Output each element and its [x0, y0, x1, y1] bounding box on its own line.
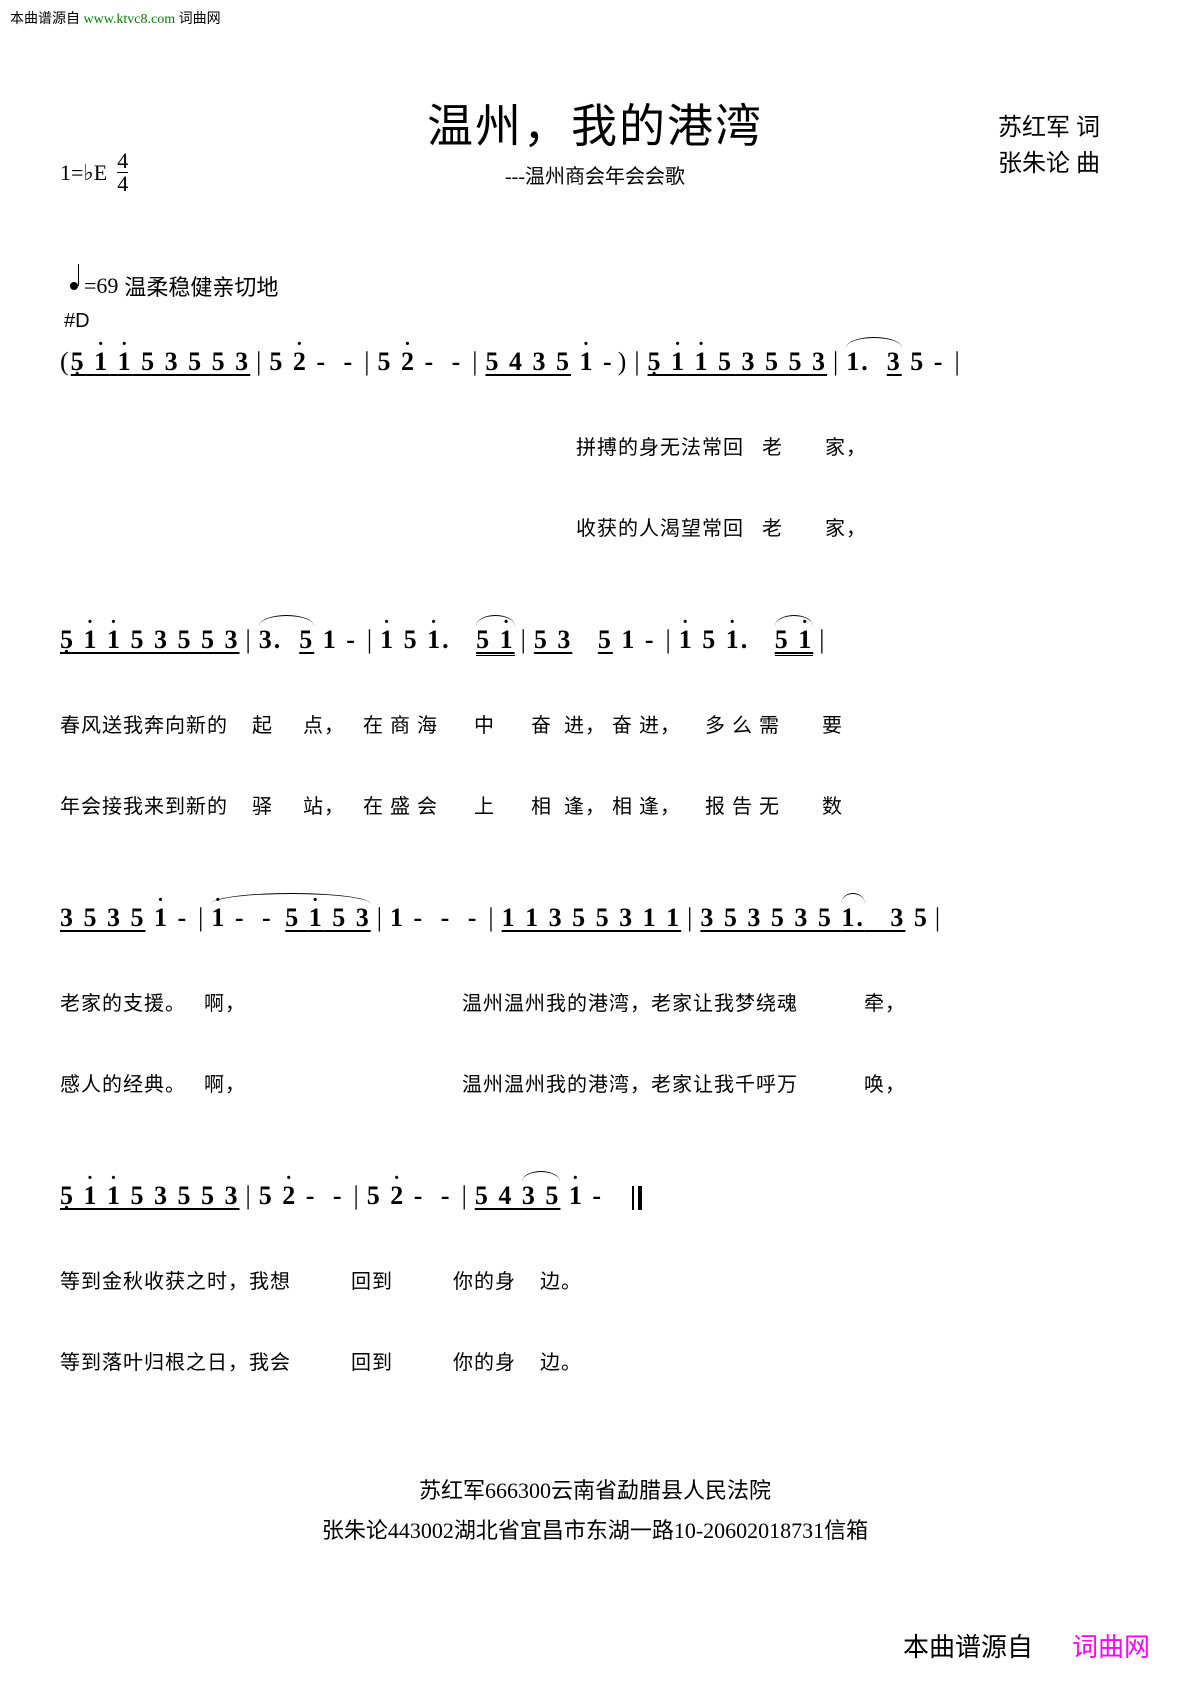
- title-block: 温州，我的港湾 ---温州商会年会会歌: [60, 90, 1130, 189]
- watermark-bottom: 本曲谱源自 词曲网: [903, 1627, 1150, 1664]
- tempo-marking: =69 温柔稳健亲切地: [70, 270, 1130, 302]
- system-4: 5 1 1 5 3 5 5 3|5 2 - -|5 2 - -|5 4 3 5 …: [60, 1181, 1130, 1431]
- quarter-note-icon: [70, 282, 78, 290]
- lyricist: 苏红军 词: [998, 110, 1100, 146]
- watermark-bottom-prefix: 本曲谱源自: [903, 1633, 1033, 1662]
- watermark-url: www.ktvc8.com: [84, 12, 176, 27]
- notation-line: 5 1 1 5 3 5 5 3|5 2 - -|5 2 - -|5 4 3 5 …: [60, 1181, 1130, 1211]
- lyrics-block: 老家的支援。 啊， 温州温州我的港湾，老家让我梦绕魂 牵， 感人的经典。 啊， …: [60, 937, 1130, 1153]
- notation-line: 5 1 1 5 3 5 5 3|3. 5 1 -|1 5 1. 5 1|5 3 …: [60, 625, 1130, 655]
- watermark-suffix: 词曲网: [175, 12, 221, 27]
- system-2: 5 1 1 5 3 5 5 3|3. 5 1 -|1 5 1. 5 1|5 3 …: [60, 625, 1130, 875]
- lyrics-block: 拼搏的身无法常回 老 家， 收获的人渴望常回 老 家，: [60, 381, 1130, 597]
- lyrics-verse-1: 春风送我奔向新的 起 点， 在 商 海 中 奋 进， 奋 进， 多 么 需 要: [60, 713, 1130, 740]
- watermark-prefix: 本曲谱源自: [10, 12, 84, 27]
- time-signature: 4 4: [117, 150, 128, 195]
- composer: 张朱论 曲: [998, 146, 1100, 182]
- lyrics-verse-1: 拼搏的身无法常回 老 家，: [60, 435, 1130, 462]
- lyrics-verse-2: 等到落叶归根之日，我会 回到 你的身 边。: [60, 1350, 1130, 1377]
- header: 温州，我的港湾 ---温州商会年会会歌 1=♭E 4 4 苏红军 词 张朱论 曲: [60, 90, 1130, 210]
- chord-mark: #D: [64, 310, 1130, 333]
- watermark-top: 本曲谱源自 www.ktvc8.com 词曲网: [10, 8, 221, 28]
- time-numerator: 4: [117, 150, 128, 172]
- footer-line-2: 张朱论443002湖北省宜昌市东湖一路10-20602018731信箱: [60, 1511, 1130, 1551]
- key-signature: 1=♭E 4 4: [60, 150, 128, 195]
- lyrics-verse-1: 等到金秋收获之时，我想 回到 你的身 边。: [60, 1269, 1130, 1296]
- lyrics-verse-2: 感人的经典。 啊， 温州温州我的港湾，老家让我千呼万 唤，: [60, 1072, 1130, 1099]
- lyrics-verse-2: 收获的人渴望常回 老 家，: [60, 516, 1130, 543]
- footer-address: 苏红军666300云南省勐腊县人民法院 张朱论443002湖北省宜昌市东湖一路1…: [60, 1471, 1130, 1550]
- footer-line-1: 苏红军666300云南省勐腊县人民法院: [60, 1471, 1130, 1511]
- lyrics-block: 等到金秋收获之时，我想 回到 你的身 边。 等到落叶归根之日，我会 回到 你的身…: [60, 1215, 1130, 1431]
- notation-line: (5 1 1 5 3 5 5 3|5 2 - -|5 2 - -|5 4 3 5…: [60, 347, 1130, 377]
- tempo-value: =69: [84, 273, 118, 299]
- notation-line: 3 5 3 5 1 -|1 - - 5 1 5 3|1 - - -|1 1 3 …: [60, 903, 1130, 933]
- system-3: 3 5 3 5 1 -|1 - - 5 1 5 3|1 - - -|1 1 3 …: [60, 903, 1130, 1153]
- song-title: 温州，我的港湾: [60, 90, 1130, 156]
- lyrics-verse-2: 年会接我来到新的 驿 站， 在 盛 会 上 相 逢， 相 逢， 报 告 无 数: [60, 794, 1130, 821]
- watermark-bottom-site: 词曲网: [1072, 1633, 1150, 1662]
- lyrics-verse-1: 老家的支援。 啊， 温州温州我的港湾，老家让我梦绕魂 牵，: [60, 991, 1130, 1018]
- lyrics-block: 春风送我奔向新的 起 点， 在 商 海 中 奋 进， 奋 进， 多 么 需 要 …: [60, 659, 1130, 875]
- tempo-expression: 温柔稳健亲切地: [124, 270, 278, 302]
- sheet-music-page: 温州，我的港湾 ---温州商会年会会歌 1=♭E 4 4 苏红军 词 张朱论 曲…: [0, 0, 1190, 1550]
- credits: 苏红军 词 张朱论 曲: [998, 110, 1100, 182]
- key-text: 1=♭E: [60, 160, 107, 186]
- time-denominator: 4: [117, 172, 128, 195]
- system-1: (5 1 1 5 3 5 5 3|5 2 - -|5 2 - -|5 4 3 5…: [60, 347, 1130, 597]
- song-subtitle: ---温州商会年会会歌: [60, 160, 1130, 189]
